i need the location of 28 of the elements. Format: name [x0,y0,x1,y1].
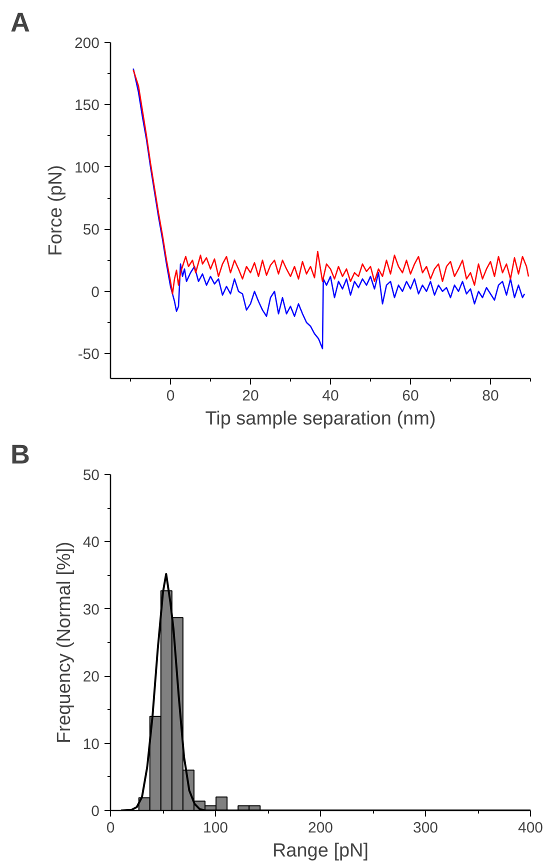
text: B [10,440,30,470]
x-axis-title: Range [pN] [272,840,369,862]
text: A [10,8,30,38]
y-tick-label: 40 [82,534,100,552]
x-tick-label: 400 [518,820,544,836]
y-tick-label: 30 [82,601,100,618]
y-tick-label: 0 [91,803,100,820]
x-tick-label: 0 [166,388,175,404]
y-tick-label: 150 [74,97,100,114]
x-axis-title: Tip sample separation (nm) [205,408,436,430]
x-tick-label: 40 [322,388,339,404]
x-tick-label: 20 [242,388,259,404]
y-tick-label: 0 [91,284,100,301]
x-tick-label: 80 [482,388,499,404]
y-tick-label: 20 [82,668,100,686]
y-tick-label: -50 [78,346,100,364]
y-tick-label: 100 [74,159,100,176]
y-tick-label: 50 [82,467,100,484]
x-tick-label: 60 [402,388,419,404]
y-axis-title: Frequency (Normal [%]) [54,542,75,744]
x-tick-label: 200 [308,820,334,836]
x-tick-label: 300 [412,820,438,836]
y-tick-label: 200 [74,35,100,52]
y-tick-label: 10 [82,736,100,753]
y-axis-title: Force (pN) [45,165,66,256]
x-tick-label: 100 [202,820,228,836]
y-tick-label: 50 [82,222,100,239]
x-tick-label: 0 [106,820,115,836]
